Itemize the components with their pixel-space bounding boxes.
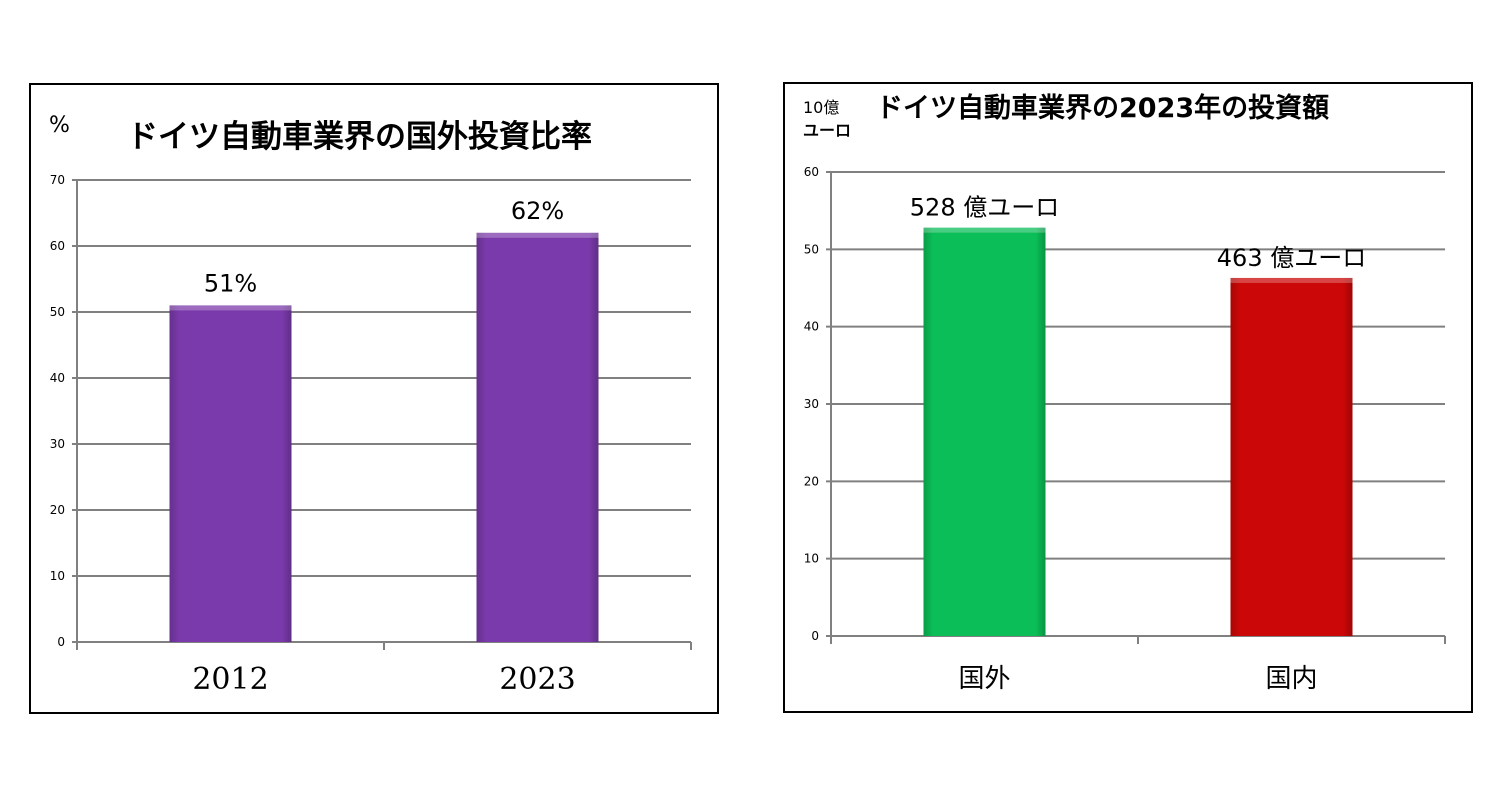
- chart-1-svg: % ドイツ自動車業界の国外投資比率 0 10 20 30 40 50 60 70 51% 62%…: [49, 113, 692, 697]
- c1-bar-shade: [169, 305, 292, 642]
- c2-ytick-label: 40: [804, 320, 819, 334]
- c1-bar-top-bevel: [169, 305, 292, 311]
- c2-data-label: 528 億ユーロ: [910, 194, 1059, 222]
- c1-data-label: 62%: [511, 197, 564, 225]
- c2-bar-top-bevel: [1230, 277, 1353, 283]
- c1-category-label: 2023: [499, 662, 575, 697]
- chart-2-ylabel-line1: 10億: [803, 98, 839, 117]
- c1-bar-top-bevel: [476, 232, 599, 238]
- c2-category-label: 国外: [958, 664, 1010, 694]
- c1-ytick-label: 40: [50, 371, 65, 385]
- c1-ytick-label: 30: [50, 437, 65, 451]
- c1-ytick-label: 20: [50, 503, 65, 517]
- c1-ytick-label: 0: [57, 635, 65, 649]
- c1-ytick-label: 50: [50, 305, 65, 319]
- c2-ytick-label: 20: [804, 474, 819, 488]
- chart-2-ylabel-line2: ユーロ: [803, 121, 851, 140]
- chart-panel-investment-amount-2023: 10億 ユーロ ドイツ自動車業界の2023年の投資額 0 10 20 30 40 50 60…: [783, 82, 1473, 713]
- c1-bar-shade: [476, 232, 599, 643]
- chart-2-title: ドイツ自動車業界の2023年の投資額: [876, 92, 1329, 124]
- c2-ytick-label: 50: [804, 242, 819, 256]
- c2-ytick-label: 0: [811, 629, 819, 643]
- chart-panel-foreign-investment-ratio: % ドイツ自動車業界の国外投資比率 0 10 20 30 40 50 60 70 51% 62%…: [29, 83, 719, 714]
- c2-ytick-label: 60: [804, 165, 819, 179]
- c2-data-label: 463 億ユーロ: [1217, 244, 1366, 272]
- c1-ytick-label: 60: [50, 239, 65, 253]
- c2-bar-shade: [923, 227, 1046, 636]
- c2-bar-top-bevel: [923, 227, 1046, 233]
- c2-bar-shade: [1230, 277, 1353, 636]
- c2-ytick-label: 10: [804, 552, 819, 566]
- c2-ytick-label: 30: [804, 397, 819, 411]
- c1-ytick-label: 10: [50, 569, 65, 583]
- c1-category-label: 2012: [192, 662, 268, 697]
- c2-category-label: 国内: [1265, 664, 1317, 694]
- chart-1-ylabel: %: [49, 113, 70, 138]
- c1-ytick-label: 70: [50, 173, 65, 187]
- c1-data-label: 51%: [204, 269, 257, 297]
- chart-1-title: ドイツ自動車業界の国外投資比率: [127, 119, 592, 155]
- chart-2-svg: 10億 ユーロ ドイツ自動車業界の2023年の投資額 0 10 20 30 40 50 60…: [803, 92, 1446, 694]
